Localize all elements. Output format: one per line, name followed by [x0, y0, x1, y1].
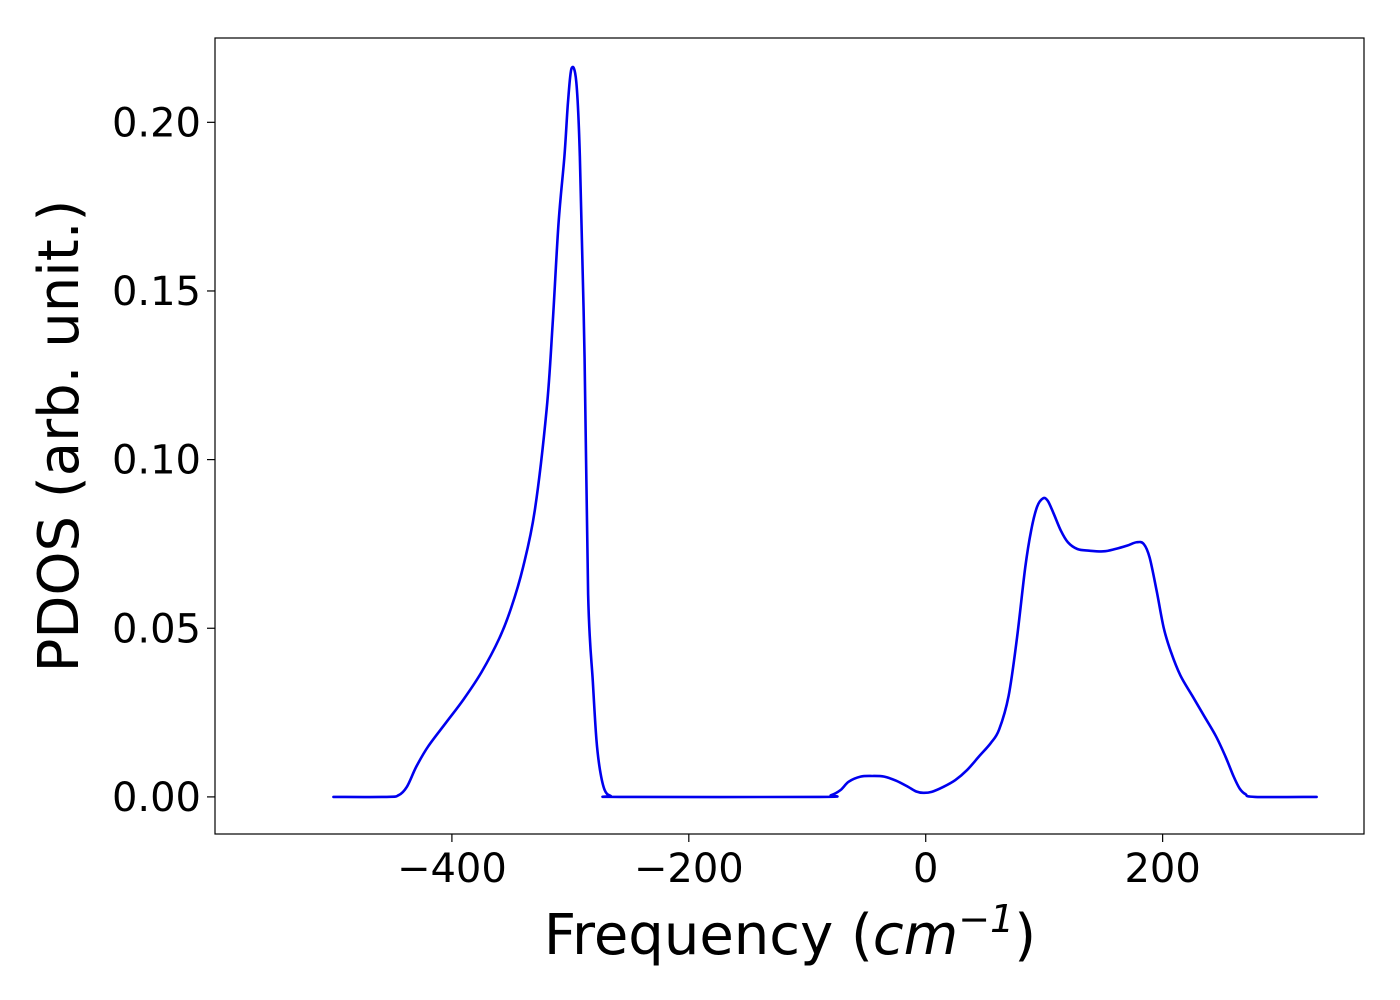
plot-area-frame	[214, 37, 1365, 835]
x-axis-title-suffix: )	[1014, 903, 1036, 968]
x-tick-label: 200	[1124, 846, 1200, 892]
series-line-pdos	[332, 65, 1318, 799]
x-axis-title-unit: cm	[873, 903, 958, 968]
y-axis-title: PDOS (arb. unit.)	[27, 200, 92, 673]
y-tick-label: 0.00	[112, 775, 201, 821]
y-axis-ticks: 0.00 0.05 0.10 0.15 0.20	[112, 100, 215, 821]
x-axis-title-unit-exponent: −1	[958, 897, 1014, 941]
x-tick-label: −400	[397, 846, 507, 892]
x-tick-label: −200	[634, 846, 744, 892]
y-tick-label: 0.10	[112, 438, 201, 484]
y-tick-label: 0.15	[112, 269, 201, 315]
x-axis-ticks: −400 −200 0 200	[397, 834, 1201, 892]
y-tick-label: 0.20	[112, 100, 201, 146]
y-tick-label: 0.05	[112, 606, 201, 652]
x-axis-title: Frequency (cm−1)	[544, 897, 1036, 968]
x-tick-label: 0	[913, 846, 938, 892]
x-axis-title-prefix: Frequency (	[544, 903, 873, 968]
